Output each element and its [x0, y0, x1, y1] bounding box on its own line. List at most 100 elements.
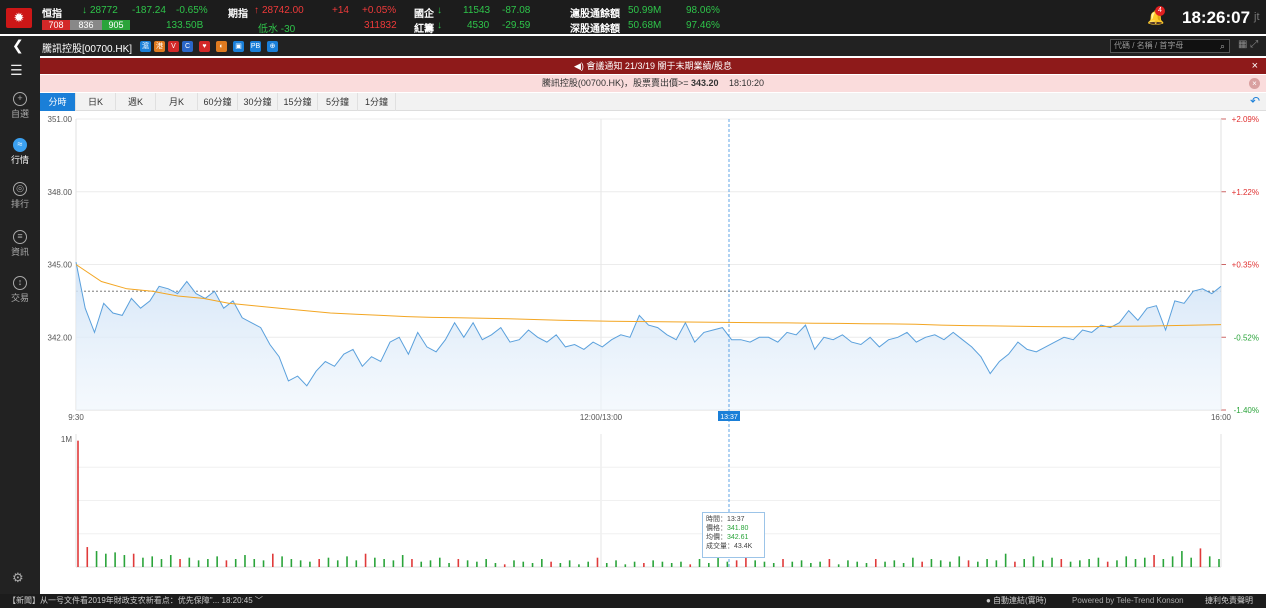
price-alert-bar[interactable]: 騰訊控股(00700.HK)，股票賣出價>= 343.20 18:10:20 ×	[40, 75, 1266, 92]
left-sidebar: ☰ + 自選 ≈ 行情 ◎ 排行 ≡ 資訊 ↕ 交易 ⚙	[0, 56, 40, 594]
volume-bar	[1097, 557, 1100, 567]
volume-bar	[670, 563, 673, 567]
volume-scale-label: 1M	[61, 435, 72, 444]
badge-v-icon[interactable]: V	[168, 41, 179, 52]
volume-bar	[837, 564, 840, 567]
connection-status: ● 自動連結(實時)	[986, 596, 1047, 605]
volume-bar	[1069, 561, 1072, 567]
disclaimer-link[interactable]: 捷利免責聲明	[1205, 596, 1253, 605]
back-arrow-icon[interactable]: ❮	[12, 37, 24, 53]
tab-60min[interactable]: 60分鐘	[198, 93, 238, 111]
badge-hk-icon[interactable]: 港	[154, 41, 165, 52]
close-icon[interactable]: ×	[1251, 60, 1258, 72]
sidebar-item-watchlist[interactable]: + 自選	[0, 92, 40, 120]
volume-bar	[503, 564, 506, 567]
news-ticker[interactable]: 【新聞】从一号文件看2019年財政支农新看点：优先保障"... 18:20:45…	[8, 596, 263, 605]
undo-arrow-icon[interactable]: ↶	[1249, 94, 1260, 108]
x-tick-label: 12:00/13:00	[580, 413, 623, 422]
volume-bar	[522, 561, 525, 567]
volume-bar	[327, 557, 330, 567]
search-icon[interactable]: ⌕	[1219, 41, 1225, 51]
pb-icon[interactable]: PB	[250, 41, 261, 52]
sidebar-item-trade[interactable]: ↕ 交易	[0, 276, 40, 304]
globe-icon[interactable]: ⊕	[267, 41, 278, 52]
tab-timeshare[interactable]: 分時	[40, 93, 76, 111]
volume-bar	[1199, 548, 1202, 567]
tab-30min[interactable]: 30分鐘	[238, 93, 278, 111]
volume-bar	[244, 555, 246, 567]
volume-bar	[142, 557, 144, 567]
redchip-label[interactable]: 紅籌	[414, 24, 434, 35]
volume-bar	[1218, 559, 1220, 567]
plus-circle-icon: +	[13, 92, 27, 106]
sidebar-item-label: 資訊	[10, 247, 29, 257]
volume-bar	[1060, 559, 1063, 567]
gear-icon[interactable]: ⚙	[12, 570, 24, 585]
stock-search-input[interactable]: 代碼 / 名稱 / 首字母 ⌕	[1110, 39, 1230, 53]
tab-daily[interactable]: 日K	[76, 93, 116, 111]
sidebar-item-quotes[interactable]: ≈ 行情	[0, 138, 40, 166]
chart-wave-icon: ≈	[13, 138, 27, 152]
volume-bar	[912, 557, 914, 567]
tooltip-avg-label: 均價：	[706, 534, 727, 541]
volume-bar	[179, 559, 181, 567]
clock-suffix: jt	[1254, 11, 1260, 23]
hsi-decliners: 905	[102, 20, 130, 30]
sidebar-item-ranking[interactable]: ◎ 排行	[0, 182, 40, 210]
hsi-label[interactable]: 恒指	[42, 9, 62, 20]
x-tick-label: 16:00	[1211, 413, 1232, 422]
volume-bar	[466, 560, 469, 567]
sz-connect-label: 深股通餘額	[570, 24, 620, 35]
announcement-bar[interactable]: ◀) 會議通知 21/3/19 關于末期業績/股息 ×	[40, 58, 1266, 74]
hscei-value: 11543	[463, 5, 491, 16]
volume-bar	[494, 563, 497, 567]
tab-5min[interactable]: 5分鐘	[318, 93, 358, 111]
tab-weekly[interactable]: 週K	[116, 93, 156, 111]
hk-flag-logo[interactable]: ✹	[6, 8, 32, 28]
futures-premium: 低水 -30	[258, 24, 296, 35]
volume-bar	[411, 559, 413, 567]
volume-bar	[1125, 556, 1128, 567]
tab-1min[interactable]: 1分鐘	[358, 93, 396, 111]
volume-bar	[355, 560, 358, 567]
stock-title-bar: ❮ 騰訊控股[00700.HK] 滬 港 V C ♥ ◐ ▣ PB ⊕ 代碼 /…	[0, 36, 1266, 56]
tab-15min[interactable]: 15分鐘	[278, 93, 318, 111]
search-placeholder: 代碼 / 名稱 / 首字母	[1114, 41, 1184, 50]
badge-sh-icon[interactable]: 滬	[140, 41, 151, 52]
volume-bar	[633, 561, 636, 567]
volume-bar	[698, 559, 701, 567]
volume-bar	[652, 560, 654, 567]
volume-bar	[401, 555, 404, 567]
volume-bar	[967, 560, 970, 567]
volume-bar	[643, 563, 645, 567]
sidebar-item-label: 自選	[10, 109, 29, 119]
hscei-change: -87.08	[502, 5, 531, 16]
close-circle-icon[interactable]: ×	[1249, 78, 1260, 89]
badge-c-icon[interactable]: C	[182, 41, 193, 52]
volume-bar	[605, 563, 608, 567]
hscei-label[interactable]: 國企	[414, 9, 434, 20]
volume-bar	[874, 559, 877, 567]
volume-bar	[77, 440, 79, 567]
futures-label[interactable]: 期指	[228, 9, 248, 20]
volume-bar	[717, 557, 719, 567]
layout-icon[interactable]: ▦ ⤢	[1238, 39, 1259, 50]
intraday-chart[interactable]: 351.00 348.00 345.00 342.00 +2.09% +1.22% +0.3…	[0, 0, 1266, 594]
alert-text: 騰訊控股(00700.HK)，股票賣出價>=	[541, 78, 691, 88]
hsi-advancers: 708	[42, 20, 70, 30]
volume-bar	[680, 561, 682, 567]
half-circle-icon[interactable]: ◐	[216, 41, 227, 52]
down-arrow-icon: ↓	[437, 20, 442, 31]
volume-bar	[123, 555, 126, 567]
volume-bar	[364, 553, 367, 567]
pct-tick-label: +0.35%	[1232, 261, 1259, 270]
heart-icon[interactable]: ♥	[199, 41, 210, 52]
volume-bar	[151, 556, 154, 567]
hamburger-menu-icon[interactable]: ☰	[10, 62, 23, 78]
volume-bar	[383, 559, 385, 567]
volume-bar	[392, 560, 395, 567]
volume-bar	[856, 561, 859, 567]
sidebar-item-news[interactable]: ≡ 資訊	[0, 230, 40, 258]
grid-icon[interactable]: ▣	[233, 41, 244, 52]
tab-monthly[interactable]: 月K	[156, 93, 198, 111]
